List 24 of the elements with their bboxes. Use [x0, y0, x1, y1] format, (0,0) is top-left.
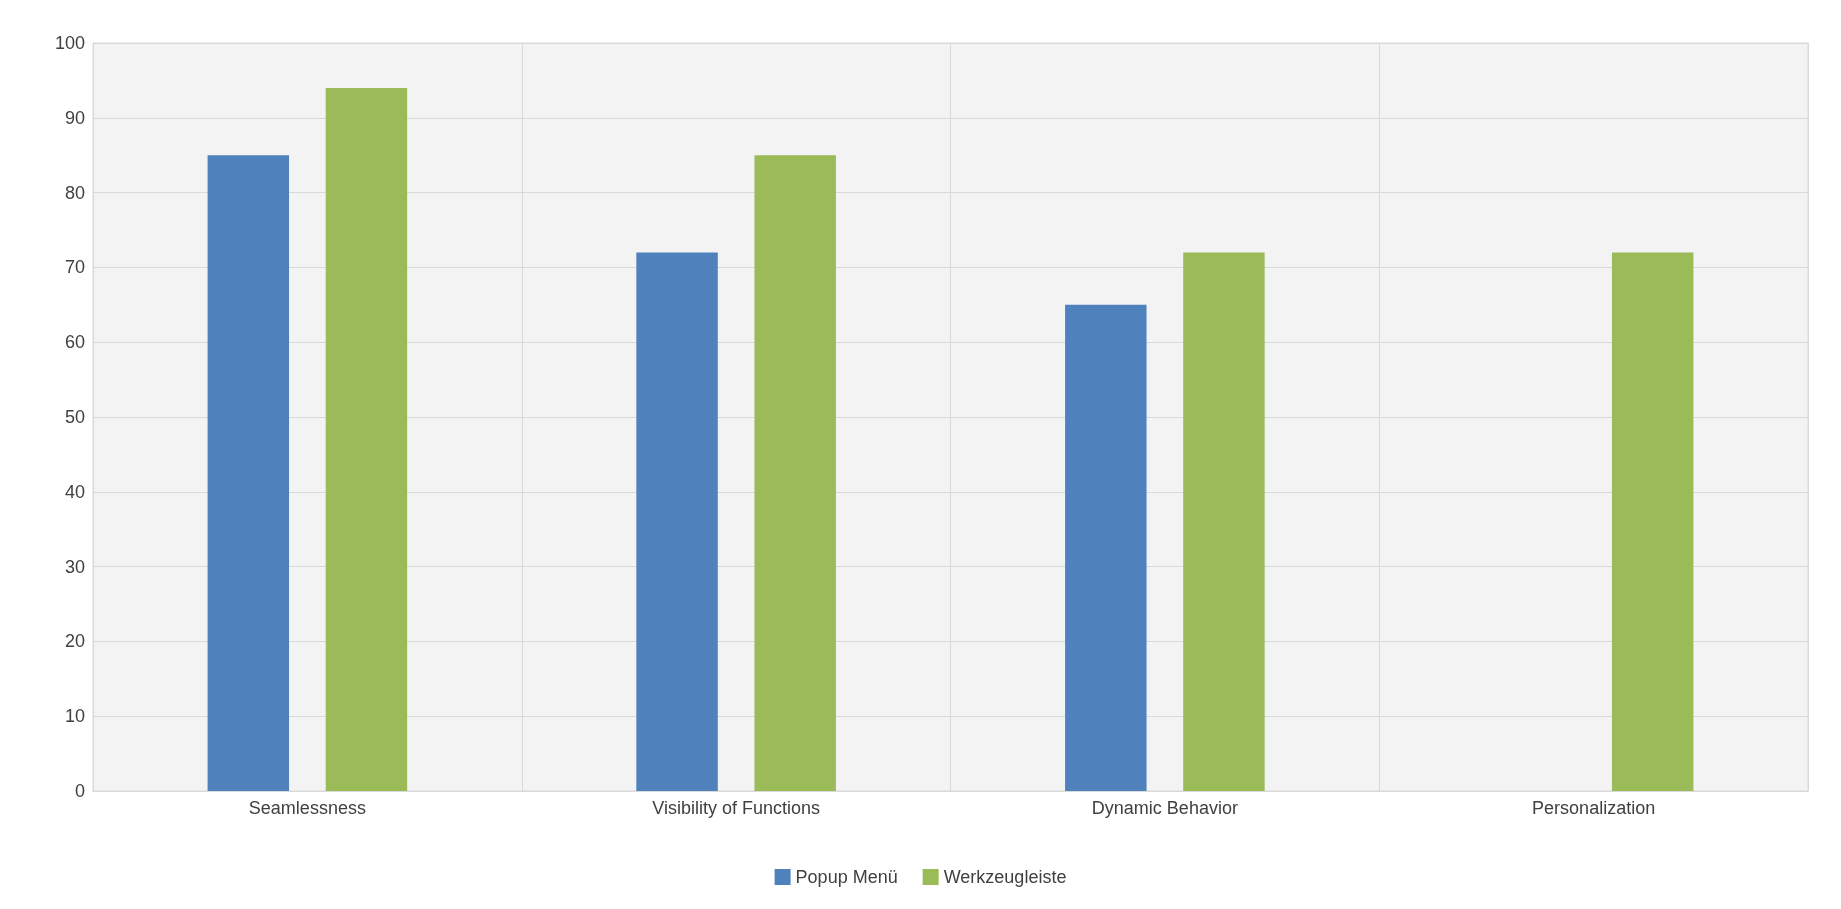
y-tick-label: 30 — [64, 556, 85, 577]
bar — [325, 87, 408, 791]
x-tick-label: Visibility of Functions — [652, 798, 820, 818]
y-tick-label: 60 — [64, 332, 85, 353]
y-tick-label: 0 — [74, 781, 85, 801]
legend-label: Werkzeugleiste — [943, 867, 1067, 887]
y-tick-label: 100 — [54, 33, 85, 53]
bar — [754, 155, 836, 791]
x-tick-label: Seamlessness — [248, 798, 366, 818]
x-tick-label: Personalization — [1532, 798, 1656, 818]
y-tick-label: 70 — [64, 257, 85, 278]
legend-label: Popup Menü — [795, 867, 898, 887]
bar — [1065, 304, 1147, 791]
x-tick-label: Dynamic Behavior — [1091, 798, 1238, 818]
y-tick-label: 90 — [64, 107, 85, 128]
bar — [636, 252, 718, 791]
y-tick-label: 10 — [64, 706, 85, 727]
y-tick-label: 40 — [64, 481, 85, 502]
bar — [207, 155, 290, 791]
y-tick-label: 80 — [64, 182, 85, 203]
bar — [1183, 252, 1265, 791]
bar — [1611, 252, 1694, 791]
y-tick-label: 20 — [64, 631, 85, 652]
y-tick-label: 50 — [64, 407, 85, 427]
